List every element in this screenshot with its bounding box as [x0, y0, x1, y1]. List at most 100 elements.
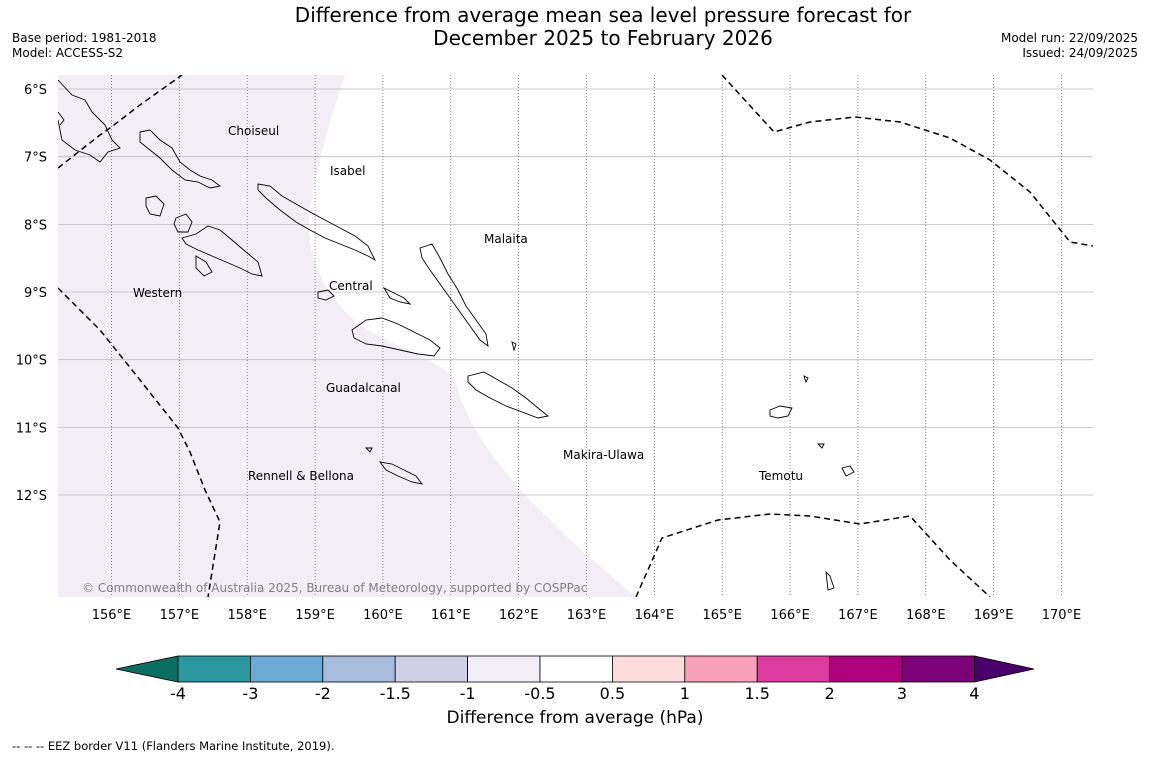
base-period: Base period: 1981-2018 [12, 31, 157, 45]
colorbar-segment [394, 655, 469, 683]
lat-tick-label: 9°S [24, 286, 47, 301]
colorbar-segment [901, 655, 975, 683]
chart-title: Difference from average mean sea level p… [0, 4, 1150, 50]
isabel-coast [257, 183, 377, 262]
lat-tick-label: 12°S [16, 489, 47, 504]
lat-tick-label: 11°S [16, 421, 47, 436]
coastlines [58, 79, 855, 591]
rennell-coast [378, 461, 424, 485]
pressure-anomaly-map: 6°S 7°S 8°S 9°S 10°S 11°S 12°S 156°E 157°E 158°E… [16, 75, 1093, 700]
florida-islands-coast [317, 289, 335, 301]
colorbar-tick-label: -2 [315, 684, 331, 700]
colorbar-tick-label: -3 [242, 684, 258, 700]
colorbar-tick-label: 4 [969, 684, 979, 700]
rendova-coast [195, 255, 213, 277]
makira-coast [467, 371, 550, 419]
colorbar-tick-label: -0.5 [524, 684, 555, 700]
lon-tick-label: 157°E [160, 608, 200, 623]
lon-tick-label: 158°E [227, 608, 267, 623]
new-georgia-coast [181, 225, 263, 277]
anomaly-fill [58, 75, 636, 597]
lon-tick-label: 163°E [567, 608, 607, 623]
colorbar-segment [612, 655, 686, 683]
lon-tick-label: 168°E [906, 608, 946, 623]
lon-tick-label: 162°E [499, 608, 539, 623]
reef-islands-coast [803, 375, 809, 384]
eez-legend-note: -- -- -- EEZ border V11 (Flanders Marine… [12, 739, 335, 753]
russell-islands-coast [382, 286, 412, 305]
lon-tick-label: 160°E [363, 608, 403, 623]
lat-tick-label: 6°S [24, 83, 47, 98]
guadalcanal-coast [351, 317, 441, 357]
colorbar-segment [539, 655, 613, 683]
vanikoro-coast [816, 443, 825, 449]
lon-tick-label: 161°E [431, 608, 471, 623]
colorbar-segment [756, 655, 831, 683]
kolombangara-coast [173, 213, 193, 233]
buka-coast [58, 111, 65, 126]
label-rennell-bellona: Rennell & Bellona [248, 469, 354, 483]
colorbar-segment [829, 655, 903, 683]
graticule [58, 75, 1093, 597]
colorbar-tick-label: 0.5 [600, 684, 625, 700]
eez-australia-border [58, 287, 221, 597]
lon-tick-label: 156°E [92, 608, 132, 623]
province-labels: Choiseul Isabel Malaita Western Central … [133, 124, 803, 483]
label-malaita: Malaita [484, 232, 528, 246]
colorbar-tick-label: -4 [170, 684, 186, 700]
lat-tick-label: 8°S [24, 218, 47, 233]
model-name: Model: ACCESS-S2 [12, 46, 124, 60]
vella-lavella-coast [145, 195, 165, 217]
colorbar-extend-high [974, 655, 1035, 683]
title-line-1: Difference from average mean sea level p… [294, 3, 912, 27]
colorbar-segment [684, 655, 758, 683]
model-info: Base period: 1981-2018 Model: ACCESS-S2 [12, 31, 157, 61]
label-makira-ulawa: Makira-Ulawa [563, 448, 644, 462]
utupua-coast [841, 465, 855, 477]
model-run: Model run: 22/09/2025 [1000, 31, 1138, 45]
lon-tick-label: 164°E [635, 608, 675, 623]
santa-cruz-coast [769, 405, 793, 419]
lon-tick-label: 159°E [295, 608, 335, 623]
label-central: Central [329, 279, 373, 293]
lon-tick-label: 165°E [702, 608, 742, 623]
colorbar-tick-label: 1 [680, 684, 690, 700]
lat-tick-label: 7°S [24, 151, 47, 166]
bougainville-coast [58, 79, 121, 163]
label-isabel: Isabel [330, 164, 365, 178]
bellona-coast [364, 447, 373, 453]
colorbar-tick-label: 2 [825, 684, 835, 700]
label-western: Western [133, 286, 182, 300]
ulawa-coast [511, 341, 517, 352]
label-temotu: Temotu [758, 469, 803, 483]
colorbar-tick-label: 1.5 [744, 684, 769, 700]
colorbar-tick-label: -1.5 [380, 684, 411, 700]
label-guadalcanal: Guadalcanal [326, 381, 401, 395]
eez-vanuatu-border [635, 513, 991, 597]
eez-png-border-north [58, 75, 183, 169]
longitude-labels: 156°E 157°E 158°E 159°E 160°E 161°E 162°E 163°E… [92, 608, 1082, 623]
colorbar-extend-low [115, 655, 179, 683]
tikopia-coast [825, 570, 835, 591]
title-line-2: December 2025 to February 2026 [433, 26, 773, 50]
run-info: Model run: 22/09/2025 Issued: 24/09/2025 [1001, 31, 1138, 61]
colorbar-segment [467, 655, 541, 683]
issued-date: Issued: 24/09/2025 [1022, 46, 1138, 60]
eez-tuvalu-border [721, 75, 1093, 247]
malaita-coast [419, 243, 489, 348]
colorbar-tick-label: 3 [897, 684, 907, 700]
colorbar-label: Difference from average (hPa) [446, 708, 704, 728]
lon-tick-label: 170°E [1042, 608, 1082, 623]
copyright-notice: © Commonwealth of Australia 2025, Bureau… [82, 581, 587, 595]
colorbar: -4 -3 -2 -1.5 -1 -0.5 0.5 1 1.5 2 3 4 [115, 655, 1035, 700]
latitude-labels: 6°S 7°S 8°S 9°S 10°S 11°S 12°S [16, 83, 47, 504]
choiseul-coast [139, 129, 222, 189]
colorbar-segment [322, 655, 396, 683]
label-choiseul: Choiseul [228, 124, 279, 138]
lon-tick-label: 167°E [838, 608, 878, 623]
anomaly-region [58, 75, 636, 597]
eez-borders [58, 75, 1093, 597]
lon-tick-label: 169°E [974, 608, 1014, 623]
colorbar-segment [177, 655, 251, 683]
colorbar-segment [249, 655, 324, 683]
